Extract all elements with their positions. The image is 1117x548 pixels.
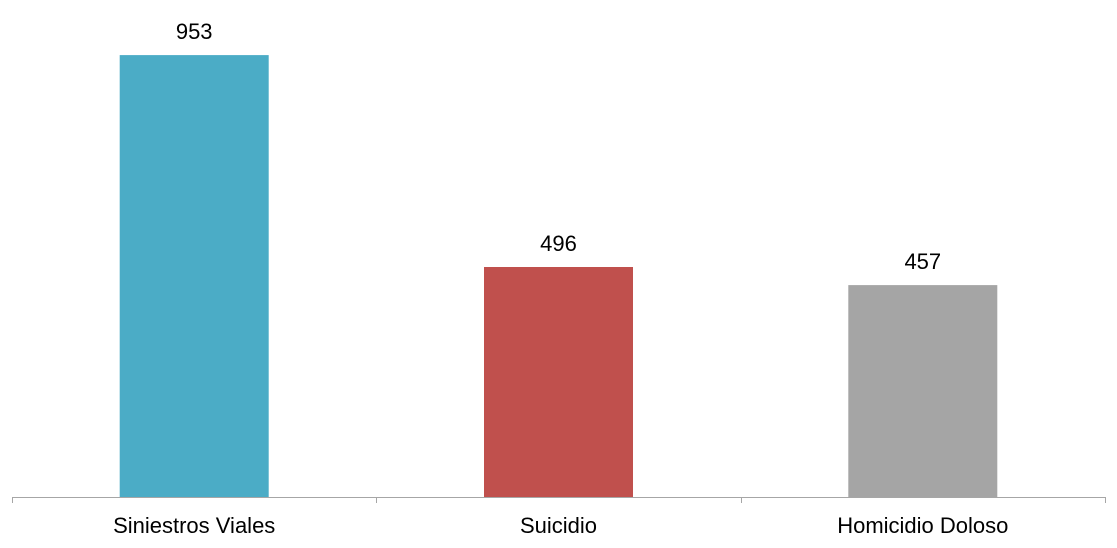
data-label: 457	[904, 249, 941, 274]
data-label: 953	[176, 19, 213, 44]
x-tick-labels-layer: Siniestros Viales Suicidio Homicidio Dolos…	[113, 513, 1008, 538]
x-axis	[12, 497, 1106, 503]
bar-1	[119, 55, 269, 497]
x-tick-label: Siniestros Viales	[113, 513, 275, 538]
data-label: 496	[540, 231, 577, 256]
data-labels-layer: 953 496 457	[176, 19, 941, 274]
bars-layer	[119, 55, 998, 497]
bar-2	[484, 267, 633, 497]
x-tick-label: Homicidio Doloso	[837, 513, 1008, 538]
x-tick-label: Suicidio	[520, 513, 597, 538]
bar-3	[848, 285, 998, 497]
